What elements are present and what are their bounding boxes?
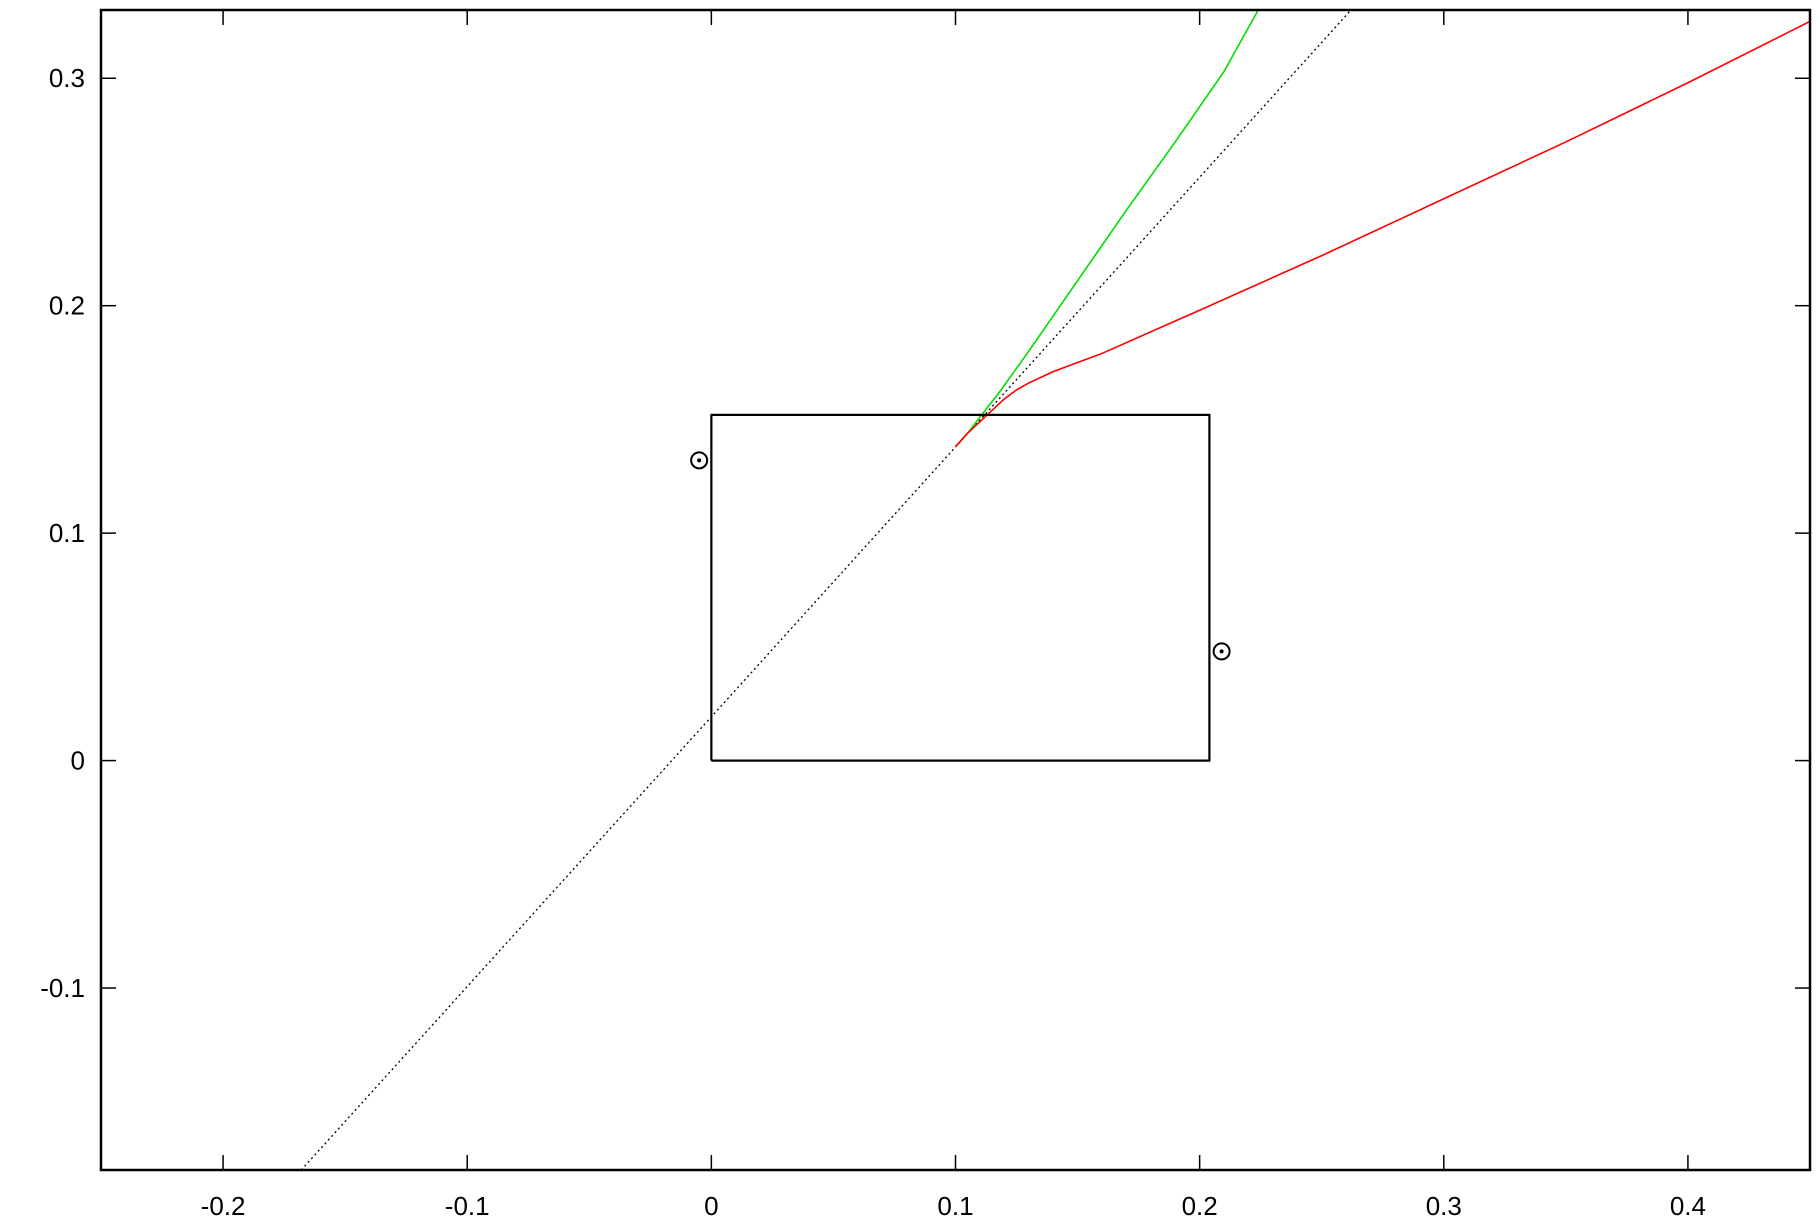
plot-content	[300, 10, 1810, 1170]
y-tick-label: -0.1	[40, 973, 85, 1003]
y-axis-ticks: -0.1 0 0.1 0.2 0.3	[40, 63, 1810, 1003]
x-tick-label: 0.2	[1182, 1191, 1218, 1221]
marker-ring	[690, 451, 709, 470]
rectangle-box	[710, 413, 1211, 762]
x-tick-label: 0.4	[1670, 1191, 1706, 1221]
y-tick-label: 0.3	[49, 63, 85, 93]
point-marker-0	[690, 451, 709, 470]
y-tick-label: 0.1	[49, 518, 85, 548]
marker-ring	[1212, 642, 1231, 661]
green-curve	[954, 10, 1259, 448]
x-tick-label: 0	[704, 1191, 718, 1221]
x-axis-ticks: -0.2 -0.1 0 0.1 0.2 0.3 0.4	[201, 10, 1706, 1221]
x-tick-label: 0.3	[1426, 1191, 1462, 1221]
marker-dot	[697, 458, 702, 463]
x-tick-label: 0.1	[937, 1191, 973, 1221]
red-curve	[954, 20, 1810, 448]
y-tick-label: 0	[71, 746, 85, 776]
point-marker-1	[1212, 642, 1231, 661]
marker-dot	[1219, 649, 1224, 654]
x-tick-label: -0.1	[445, 1191, 490, 1221]
plot-frame	[99, 8, 1812, 1172]
x-tick-label: -0.2	[201, 1191, 246, 1221]
y-tick-label: 0.2	[49, 291, 85, 321]
dotted-reference-line	[300, 10, 1352, 1170]
